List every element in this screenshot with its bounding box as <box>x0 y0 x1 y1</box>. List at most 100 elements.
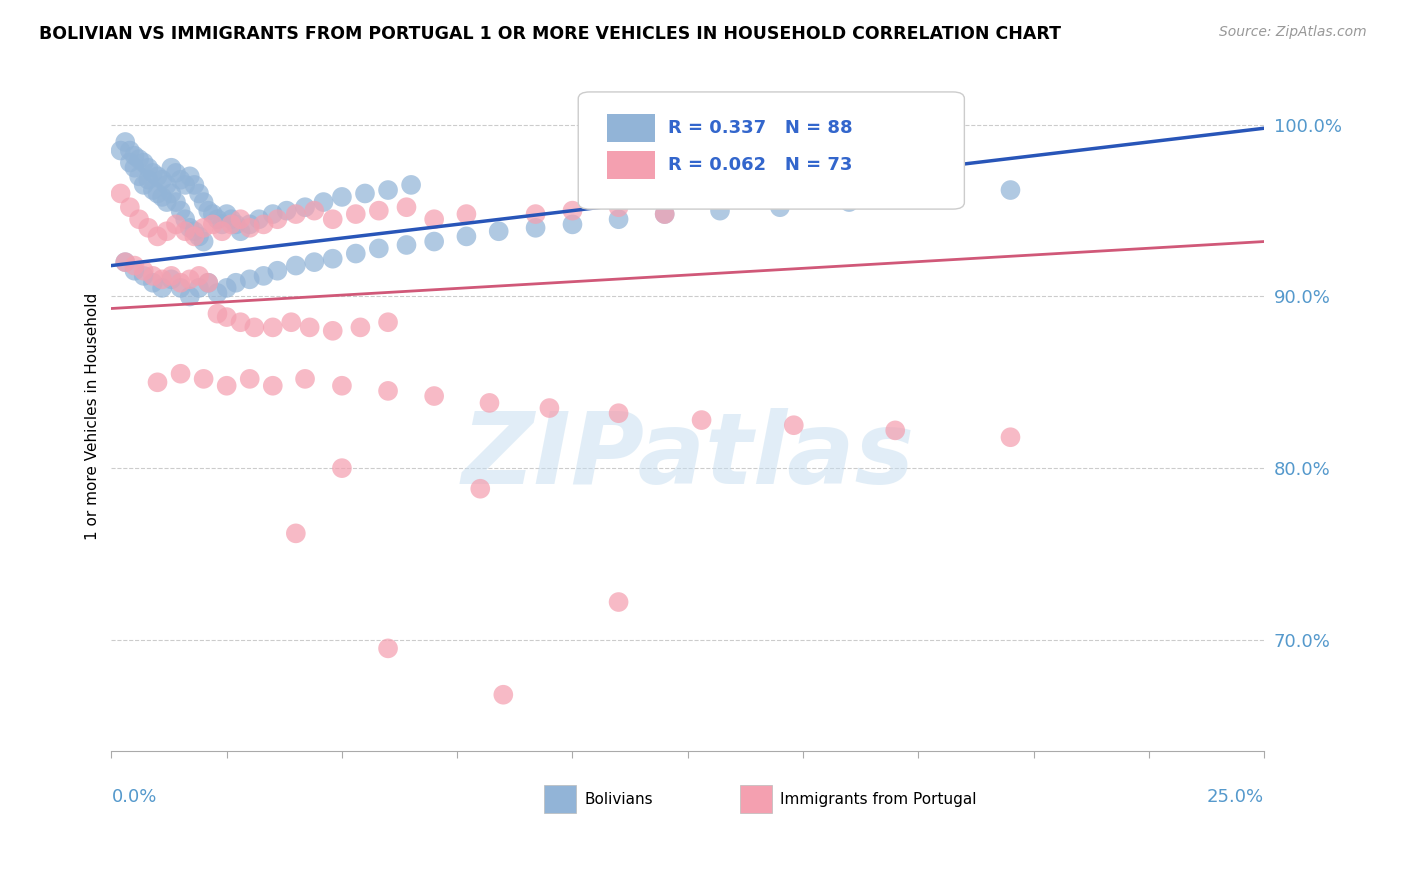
Point <box>262 320 284 334</box>
Point <box>136 173 159 187</box>
Point <box>150 173 173 187</box>
Point <box>114 255 136 269</box>
Point <box>183 178 205 192</box>
Point <box>118 200 141 214</box>
Point <box>322 324 344 338</box>
Point <box>322 212 344 227</box>
Point <box>215 281 238 295</box>
Point <box>349 320 371 334</box>
Point <box>160 186 183 201</box>
Point <box>179 272 201 286</box>
Point <box>142 166 165 180</box>
Point <box>114 255 136 269</box>
Point <box>169 367 191 381</box>
Point <box>118 155 141 169</box>
Point <box>174 178 197 192</box>
Point <box>607 200 630 214</box>
Point <box>654 207 676 221</box>
Point <box>207 307 229 321</box>
Point <box>215 207 238 221</box>
Point <box>561 218 583 232</box>
Point <box>304 203 326 218</box>
FancyBboxPatch shape <box>740 785 772 813</box>
Text: Bolivians: Bolivians <box>583 792 652 807</box>
Point <box>294 200 316 214</box>
Point <box>128 169 150 184</box>
Point <box>769 200 792 214</box>
Point <box>188 186 211 201</box>
Point <box>142 183 165 197</box>
Point <box>193 220 215 235</box>
Point <box>607 595 630 609</box>
Text: R = 0.337   N = 88: R = 0.337 N = 88 <box>668 120 853 137</box>
Point <box>330 461 353 475</box>
Point <box>284 526 307 541</box>
Point <box>201 218 224 232</box>
Point <box>239 218 262 232</box>
Point <box>165 195 187 210</box>
Point <box>284 207 307 221</box>
Point <box>114 135 136 149</box>
Point <box>276 203 298 218</box>
Point <box>132 178 155 192</box>
Point <box>197 203 219 218</box>
Point <box>225 276 247 290</box>
Point <box>377 315 399 329</box>
Point <box>146 169 169 184</box>
Point <box>160 161 183 175</box>
Point <box>395 200 418 214</box>
Point <box>229 315 252 329</box>
Point <box>354 186 377 201</box>
Point <box>399 178 422 192</box>
Point <box>142 268 165 283</box>
Point <box>124 259 146 273</box>
Point <box>266 264 288 278</box>
FancyBboxPatch shape <box>544 785 576 813</box>
Point <box>136 161 159 175</box>
Point <box>128 212 150 227</box>
Point <box>492 688 515 702</box>
Point <box>179 169 201 184</box>
Point <box>221 218 243 232</box>
Point <box>201 207 224 221</box>
Point <box>169 281 191 295</box>
Point <box>165 166 187 180</box>
Point <box>183 229 205 244</box>
Point <box>247 212 270 227</box>
Point <box>124 264 146 278</box>
Point <box>456 207 478 221</box>
Point <box>367 203 389 218</box>
Point <box>252 218 274 232</box>
Point <box>294 372 316 386</box>
Point <box>165 218 187 232</box>
Y-axis label: 1 or more Vehicles in Household: 1 or more Vehicles in Household <box>86 293 100 541</box>
Point <box>243 320 266 334</box>
Point <box>179 220 201 235</box>
Point <box>183 224 205 238</box>
Point <box>690 413 713 427</box>
Point <box>188 229 211 244</box>
Point <box>538 401 561 415</box>
Point <box>169 276 191 290</box>
Point <box>211 218 233 232</box>
Point <box>262 378 284 392</box>
Point <box>156 178 179 192</box>
Point <box>150 272 173 286</box>
Point <box>377 183 399 197</box>
Point <box>174 224 197 238</box>
Point <box>266 212 288 227</box>
Point <box>252 268 274 283</box>
Point <box>907 190 929 204</box>
FancyBboxPatch shape <box>578 92 965 209</box>
Point <box>156 224 179 238</box>
Point <box>221 212 243 227</box>
Point <box>304 255 326 269</box>
Point <box>423 235 446 249</box>
Point <box>215 378 238 392</box>
Point <box>197 276 219 290</box>
Point <box>207 212 229 227</box>
Point <box>197 276 219 290</box>
Point <box>262 207 284 221</box>
Point <box>188 268 211 283</box>
Point <box>128 152 150 166</box>
